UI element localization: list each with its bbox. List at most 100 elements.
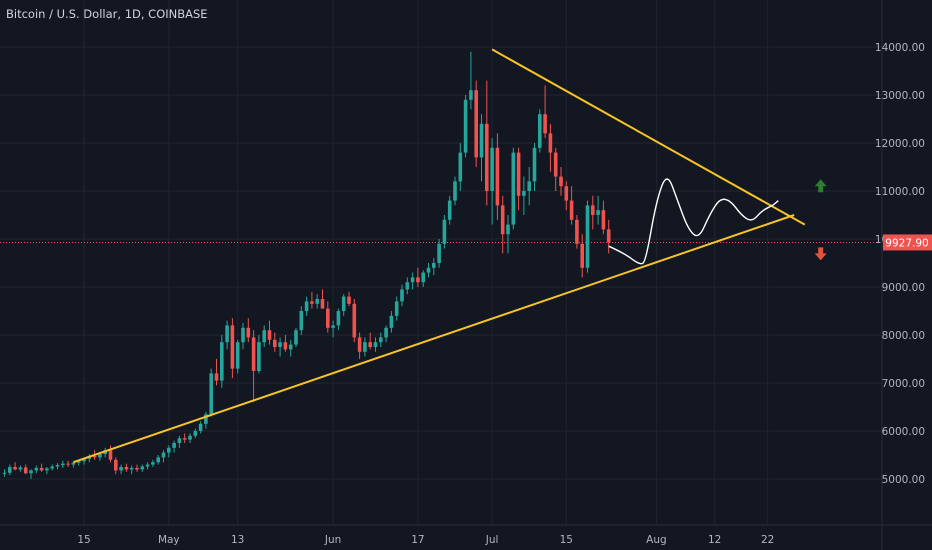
candle-down[interactable]: [326, 308, 330, 328]
candle-down[interactable]: [569, 200, 574, 220]
candle-down[interactable]: [495, 147, 500, 206]
candle-down[interactable]: [516, 152, 521, 196]
candle-up[interactable]: [188, 435, 192, 440]
candle-down[interactable]: [114, 459, 118, 471]
candle-up[interactable]: [426, 267, 431, 273]
candle-down[interactable]: [564, 186, 569, 201]
candle-up[interactable]: [596, 210, 600, 215]
candle-up[interactable]: [479, 123, 484, 158]
candle-down[interactable]: [591, 205, 595, 215]
candle-down[interactable]: [601, 210, 606, 230]
candle-down[interactable]: [310, 301, 314, 304]
candle-up[interactable]: [363, 342, 367, 352]
candle-up[interactable]: [257, 342, 261, 371]
candle-down[interactable]: [92, 455, 97, 458]
candle-up[interactable]: [209, 373, 213, 415]
trendline-support[interactable]: [73, 214, 795, 464]
candle-down[interactable]: [246, 327, 251, 338]
candle-up[interactable]: [389, 315, 394, 328]
candle-up[interactable]: [288, 344, 293, 350]
candle-down[interactable]: [368, 342, 372, 347]
candle-down[interactable]: [548, 133, 553, 153]
candle-up[interactable]: [373, 342, 378, 347]
candle-up[interactable]: [527, 181, 531, 191]
candle-up[interactable]: [458, 152, 463, 182]
candle-down[interactable]: [230, 325, 235, 369]
candle-down[interactable]: [135, 467, 139, 470]
candle-up[interactable]: [45, 468, 49, 471]
candle-down[interactable]: [485, 123, 489, 191]
candle-up[interactable]: [463, 99, 468, 153]
candle-down[interactable]: [267, 330, 272, 340]
candle-down[interactable]: [580, 243, 584, 268]
candle-up[interactable]: [437, 243, 441, 263]
candle-up[interactable]: [315, 299, 319, 304]
candle-up[interactable]: [18, 467, 23, 470]
candle-up[interactable]: [511, 152, 516, 225]
candle-up[interactable]: [71, 462, 76, 465]
candle-down[interactable]: [559, 176, 563, 187]
candle-up[interactable]: [50, 466, 54, 469]
candle-down[interactable]: [553, 152, 558, 177]
candle-down[interactable]: [108, 450, 113, 460]
candle-down[interactable]: [320, 299, 325, 309]
candle-up[interactable]: [82, 458, 86, 462]
candle-up[interactable]: [294, 330, 298, 345]
candle-up[interactable]: [8, 467, 12, 473]
candle-up[interactable]: [156, 457, 160, 463]
candle-up[interactable]: [119, 467, 123, 471]
candle-up[interactable]: [220, 342, 224, 381]
candle-down[interactable]: [283, 342, 288, 350]
candle-up[interactable]: [442, 219, 447, 244]
candle-up[interactable]: [421, 272, 425, 283]
candle-down[interactable]: [474, 90, 478, 158]
candle-down[interactable]: [39, 467, 44, 471]
candle-up[interactable]: [98, 454, 102, 458]
candle-down[interactable]: [575, 219, 579, 244]
candle-up[interactable]: [394, 301, 399, 316]
candle-down[interactable]: [500, 205, 505, 235]
candle-up[interactable]: [61, 463, 65, 466]
candle-down[interactable]: [357, 337, 362, 352]
candle-up[interactable]: [400, 289, 404, 302]
candle-up[interactable]: [379, 337, 383, 343]
candle-down[interactable]: [214, 373, 219, 381]
candle-up[interactable]: [198, 423, 203, 431]
candle-up[interactable]: [278, 342, 282, 347]
candle-down[interactable]: [347, 296, 351, 304]
candle-up[interactable]: [225, 325, 229, 343]
candle-down[interactable]: [273, 339, 277, 347]
candle-up[interactable]: [469, 90, 473, 100]
candle-up[interactable]: [532, 147, 537, 182]
candle-up[interactable]: [193, 431, 198, 436]
projection-path[interactable]: [608, 178, 779, 265]
candle-down[interactable]: [13, 467, 17, 470]
candle-down[interactable]: [66, 463, 70, 465]
candle-up[interactable]: [177, 438, 182, 443]
candle-up[interactable]: [447, 200, 452, 220]
candle-up[interactable]: [522, 191, 526, 196]
candle-up[interactable]: [241, 327, 245, 343]
trendline-resistance[interactable]: [491, 48, 806, 226]
candle-up[interactable]: [55, 465, 60, 467]
candle-down[interactable]: [23, 467, 28, 474]
candle-up[interactable]: [2, 472, 7, 474]
candle-up[interactable]: [331, 325, 335, 328]
candle-up[interactable]: [161, 452, 166, 458]
candle-down[interactable]: [352, 303, 357, 338]
candle-up[interactable]: [405, 282, 410, 290]
candle-up[interactable]: [506, 224, 510, 235]
candle-down[interactable]: [606, 229, 611, 243]
candle-up[interactable]: [341, 296, 346, 311]
candle-up[interactable]: [29, 470, 33, 474]
candle-up[interactable]: [432, 263, 436, 268]
candle-down[interactable]: [543, 114, 547, 134]
candle-up[interactable]: [151, 462, 155, 465]
candle-up[interactable]: [140, 466, 145, 470]
candle-down[interactable]: [182, 438, 187, 440]
candle-up[interactable]: [235, 342, 240, 369]
candle-up[interactable]: [129, 467, 134, 470]
candle-up[interactable]: [167, 447, 171, 453]
candle-up[interactable]: [76, 461, 81, 463]
candle-up[interactable]: [538, 114, 542, 148]
